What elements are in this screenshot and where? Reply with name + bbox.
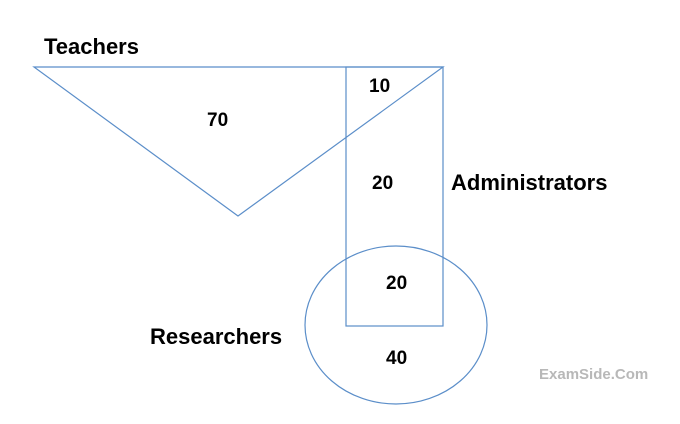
teachers-label: Teachers: [44, 34, 139, 59]
researchers-label: Researchers: [150, 324, 282, 349]
teachers-only-value: 70: [207, 110, 228, 131]
researchers-ellipse: [304, 245, 488, 405]
administrators-label: Administrators: [451, 170, 607, 195]
administrators-only-value: 20: [372, 173, 393, 194]
administrators-researchers-value: 20: [386, 273, 407, 294]
teachers-triangle: [32, 66, 445, 217]
teachers-administrators-value: 10: [369, 76, 390, 97]
administrators-rectangle: [345, 66, 444, 327]
researchers-only-value: 40: [386, 348, 407, 369]
watermark-text: ExamSide.Com: [539, 366, 648, 383]
